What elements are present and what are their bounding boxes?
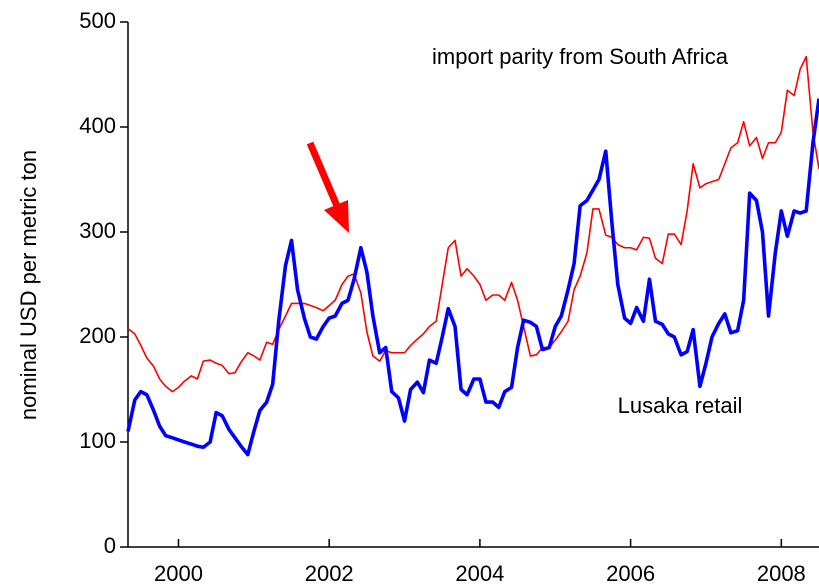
arrow	[306, 141, 349, 233]
series-line	[126, 98, 819, 457]
x-tick-label: 2004	[455, 561, 504, 586]
x-tick-label: 2000	[154, 561, 203, 586]
y-axis-label: nominal USD per metric ton	[16, 150, 41, 420]
series-line	[127, 55, 819, 393]
x-tick-label: 2006	[606, 561, 655, 586]
y-tick-label: 300	[79, 218, 116, 243]
series-label: Lusaka retail	[618, 393, 743, 418]
y-tick-label: 500	[79, 8, 116, 33]
x-tick-label: 2002	[305, 561, 354, 586]
arrow-head	[324, 200, 349, 233]
y-tick-label: 0	[104, 533, 116, 558]
x-tick-label: 2008	[757, 561, 806, 586]
y-tick-label: 200	[79, 323, 116, 348]
arrow-shaft	[306, 141, 341, 208]
y-tick-label: 400	[79, 113, 116, 138]
y-tick-label: 100	[79, 428, 116, 453]
series-label: import parity from South Africa	[432, 44, 729, 69]
